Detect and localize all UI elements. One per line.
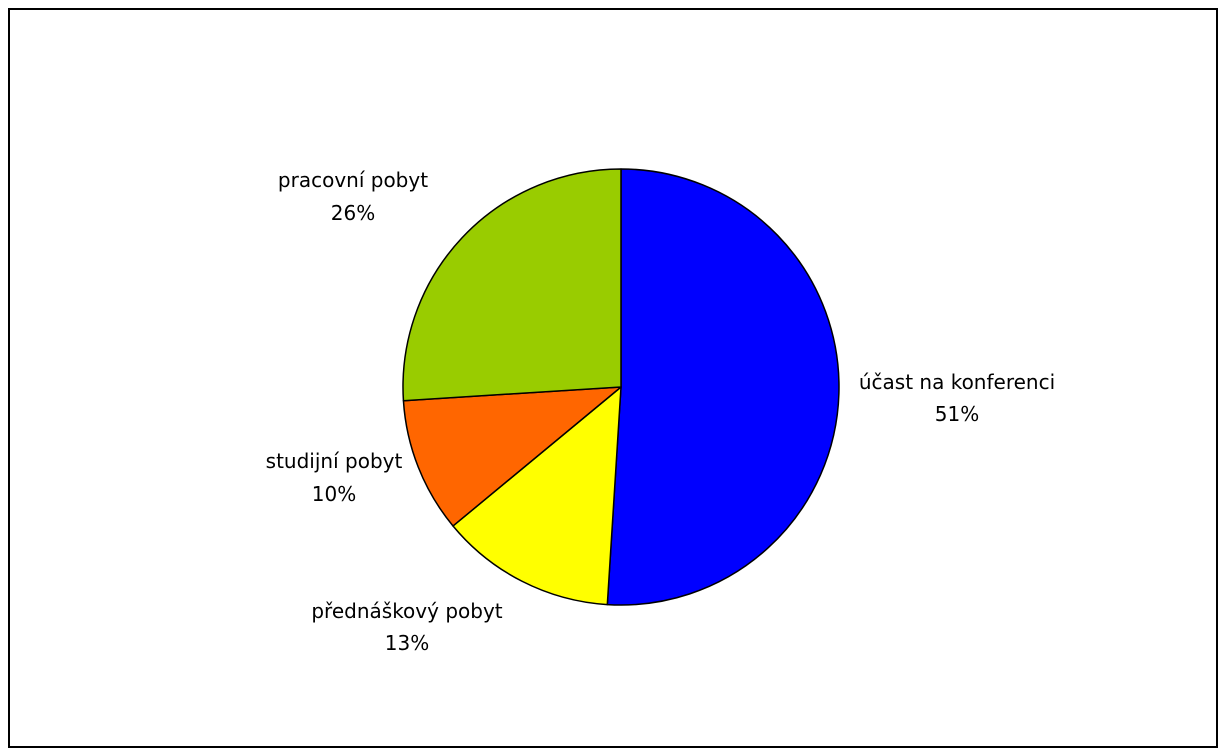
slice-label-studijni-pobyt: studijní pobyt <box>266 449 403 473</box>
pie-slices <box>402 168 840 606</box>
pie-slice-studijni-pobyt <box>402 386 622 527</box>
pie-slice-pracovni-pobyt <box>402 168 622 402</box>
slice-label-prednaskovy-pobyt: přednáškový pobyt <box>311 599 502 623</box>
slice-value-ucast-na-konferenci: 51% <box>935 402 979 426</box>
slice-value-studijni-pobyt: 10% <box>312 482 356 506</box>
slice-label-ucast-na-konferenci: účast na konferenci <box>859 370 1055 394</box>
pie-slice-prednaskovy-pobyt <box>452 386 622 606</box>
pie-slice-ucast-na-konferenci <box>606 168 840 606</box>
slice-value-pracovni-pobyt: 26% <box>331 201 375 225</box>
slice-label-pracovni-pobyt: pracovní pobyt <box>278 168 428 192</box>
slice-value-prednaskovy-pobyt: 13% <box>385 631 429 655</box>
